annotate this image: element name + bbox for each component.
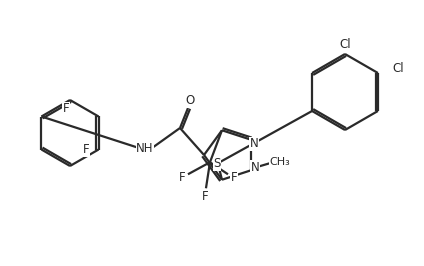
Text: F: F xyxy=(179,171,185,184)
Text: F: F xyxy=(202,190,208,203)
Text: Cl: Cl xyxy=(392,63,404,76)
Text: NH: NH xyxy=(136,142,154,155)
Text: N: N xyxy=(250,137,258,150)
Text: CH₃: CH₃ xyxy=(270,157,290,167)
Text: N: N xyxy=(251,161,259,174)
Text: F: F xyxy=(63,102,69,115)
Text: F: F xyxy=(83,143,89,156)
Text: F: F xyxy=(231,171,237,184)
Text: Cl: Cl xyxy=(339,38,351,51)
Text: S: S xyxy=(213,157,220,170)
Text: O: O xyxy=(185,94,195,107)
